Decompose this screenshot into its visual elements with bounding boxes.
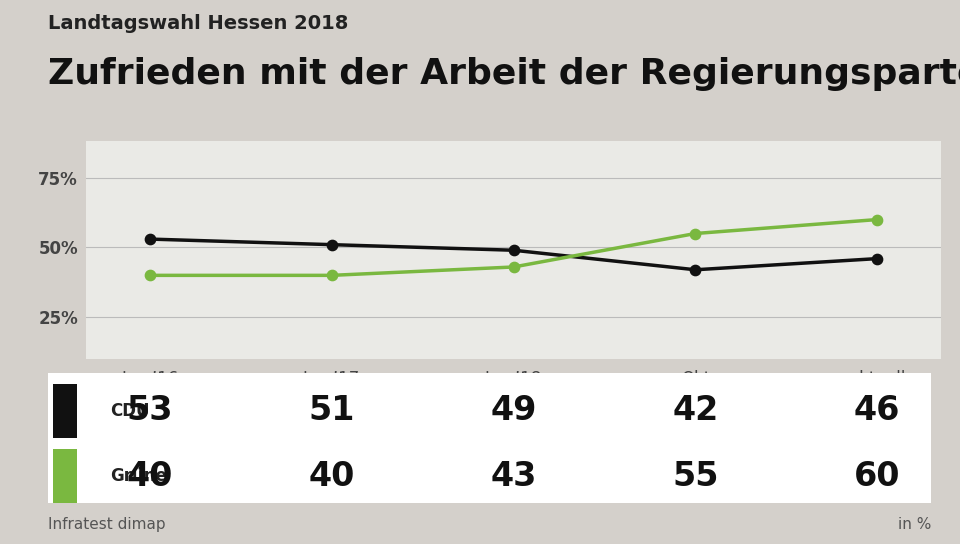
Point [142, 234, 157, 243]
Text: 40: 40 [308, 460, 355, 492]
Text: 49: 49 [491, 394, 537, 427]
Text: 55: 55 [672, 460, 719, 492]
Text: 46: 46 [854, 394, 900, 427]
Point [870, 215, 885, 224]
Point [687, 265, 703, 274]
Text: 43: 43 [491, 460, 537, 492]
Text: 51: 51 [308, 394, 355, 427]
Text: 53: 53 [127, 394, 173, 427]
Text: 40: 40 [127, 460, 173, 492]
Point [324, 240, 340, 249]
Point [324, 271, 340, 280]
Text: in %: in % [898, 517, 931, 532]
Text: Grüne: Grüne [110, 467, 167, 485]
Text: Infratest dimap: Infratest dimap [48, 517, 166, 532]
Point [142, 271, 157, 280]
Point [506, 246, 521, 255]
Text: Zufrieden mit der Arbeit der Regierungsparteien: Zufrieden mit der Arbeit der Regierungsp… [48, 57, 960, 91]
Text: CDU: CDU [110, 401, 150, 420]
Point [870, 254, 885, 263]
Text: 42: 42 [672, 394, 718, 427]
Text: 60: 60 [854, 460, 900, 492]
Point [687, 229, 703, 238]
Text: Landtagswahl Hessen 2018: Landtagswahl Hessen 2018 [48, 14, 348, 33]
Point [506, 263, 521, 271]
